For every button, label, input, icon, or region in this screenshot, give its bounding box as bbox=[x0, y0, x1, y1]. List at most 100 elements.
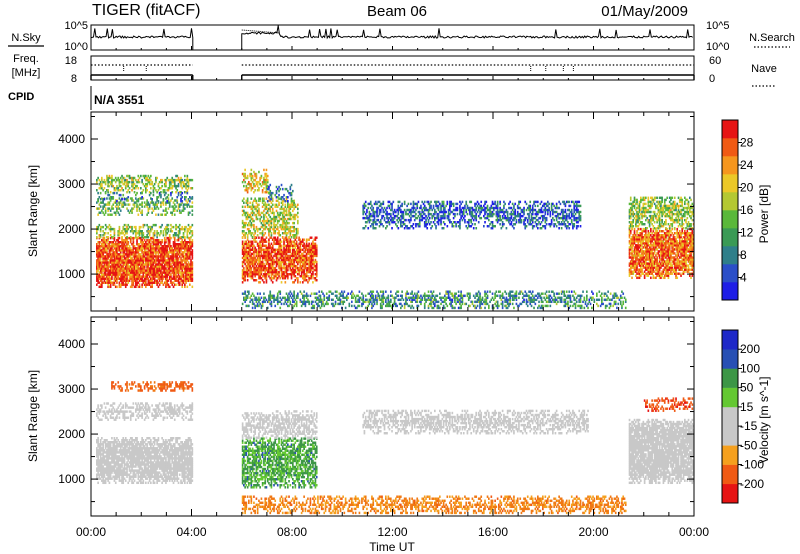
heatmap-cell bbox=[521, 219, 523, 221]
heatmap-cell bbox=[272, 208, 274, 210]
heatmap-cell bbox=[262, 230, 264, 232]
heatmap-cell bbox=[165, 239, 167, 241]
heatmap-cell bbox=[488, 219, 490, 221]
heatmap-cell bbox=[174, 214, 176, 216]
heatmap-cell bbox=[166, 177, 168, 179]
heatmap-cell bbox=[243, 202, 245, 204]
heatmap-cell bbox=[503, 207, 505, 209]
heatmap-cell bbox=[511, 221, 513, 223]
heatmap-cell bbox=[552, 213, 554, 215]
heatmap-cell bbox=[413, 223, 415, 225]
heatmap-cell bbox=[480, 217, 482, 219]
heatmap-cell bbox=[145, 286, 147, 288]
freq-unit: [MHz] bbox=[12, 67, 41, 79]
heatmap-cell bbox=[493, 213, 495, 215]
heatmap-cell bbox=[150, 175, 152, 177]
heatmap-cell bbox=[139, 286, 141, 288]
heatmap-cell bbox=[464, 221, 466, 223]
heatmap-cell bbox=[277, 196, 279, 198]
heatmap-cell bbox=[166, 196, 168, 198]
heatmap-cell bbox=[148, 210, 150, 212]
heatmap-cell bbox=[126, 236, 128, 238]
heatmap-cell bbox=[166, 247, 168, 249]
heatmap-cell bbox=[281, 245, 283, 247]
heatmap-cell bbox=[399, 201, 401, 203]
heatmap-cell bbox=[110, 230, 112, 232]
heatmap-cell bbox=[120, 185, 122, 187]
heatmap-cell bbox=[150, 192, 152, 194]
date-label: 01/May/2009 bbox=[601, 3, 688, 20]
heatmap-cell bbox=[271, 232, 273, 234]
radar-figure: TIGER (fitACF) Beam 06 01/May/2009 N.Sky… bbox=[0, 0, 800, 554]
heatmap-cell bbox=[257, 234, 259, 236]
figure-title: TIGER (fitACF) bbox=[92, 2, 200, 19]
heatmap-cell bbox=[494, 201, 496, 203]
heatmap-cell bbox=[433, 205, 435, 207]
heatmap-cell bbox=[143, 232, 145, 234]
heatmap-cell bbox=[266, 198, 268, 200]
heatmap-cell bbox=[259, 200, 261, 202]
heatmap-cell bbox=[279, 214, 281, 216]
heatmap-cell bbox=[507, 213, 509, 215]
heatmap-cell bbox=[97, 192, 99, 194]
heatmap-cell bbox=[521, 221, 523, 223]
heatmap-cell bbox=[109, 194, 111, 196]
heatmap-cell bbox=[192, 179, 194, 181]
heatmap-cell bbox=[169, 286, 171, 288]
heatmap-cell bbox=[171, 230, 173, 232]
heatmap-cell bbox=[303, 239, 305, 241]
heatmap-cell bbox=[391, 207, 393, 209]
heatmap-cell bbox=[139, 181, 141, 183]
heatmap-cell bbox=[129, 245, 131, 247]
heatmap-cell bbox=[256, 241, 258, 243]
heatmap-cell bbox=[401, 203, 403, 205]
heatmap-cell bbox=[169, 234, 171, 236]
heatmap-cell bbox=[192, 261, 194, 263]
heatmap-cell bbox=[114, 228, 116, 230]
heatmap-cell bbox=[514, 203, 516, 205]
heatmap-cell bbox=[374, 213, 376, 215]
heatmap-cell bbox=[281, 241, 283, 243]
nsearch-label: N.Search bbox=[749, 32, 795, 44]
count-tick-bottom-right: 10^0 bbox=[706, 41, 730, 53]
heatmap-cell bbox=[121, 198, 123, 200]
heatmap-cell bbox=[454, 213, 456, 215]
heatmap-cell bbox=[243, 198, 245, 200]
heatmap-cell bbox=[444, 213, 446, 215]
heatmap-cell bbox=[467, 205, 469, 207]
heatmap-cell bbox=[247, 279, 249, 281]
heatmap-cell bbox=[278, 194, 280, 196]
heatmap-cell bbox=[243, 267, 245, 269]
heatmap-cell bbox=[568, 227, 570, 229]
heatmap-cell bbox=[105, 232, 107, 234]
heatmap-cell bbox=[459, 221, 461, 223]
heatmap-cell bbox=[483, 225, 485, 227]
heatmap-cell bbox=[181, 286, 183, 288]
heatmap-cell bbox=[192, 205, 194, 207]
heatmap-cell bbox=[560, 203, 562, 205]
heatmap-cell bbox=[273, 212, 275, 214]
heatmap-cell bbox=[316, 261, 318, 263]
heatmap-cell bbox=[101, 177, 103, 179]
heatmap-cell bbox=[447, 201, 449, 203]
heatmap-cell bbox=[398, 221, 400, 223]
heatmap-cell bbox=[504, 203, 506, 205]
heatmap-cell bbox=[300, 281, 302, 283]
heatmap-cell bbox=[96, 179, 98, 181]
heatmap-cell bbox=[248, 187, 250, 189]
heatmap-cell bbox=[163, 198, 165, 200]
heatmap-cell bbox=[111, 214, 113, 216]
heatmap-cell bbox=[114, 230, 116, 232]
heatmap-cell bbox=[176, 199, 178, 201]
heatmap-cell bbox=[133, 179, 135, 181]
heatmap-cell bbox=[449, 207, 451, 209]
heatmap-cell bbox=[140, 187, 142, 189]
heatmap-cell bbox=[367, 227, 369, 229]
heatmap-cell bbox=[376, 223, 378, 225]
heatmap-cell bbox=[127, 196, 129, 198]
heatmap-cell bbox=[475, 207, 477, 209]
heatmap-cell bbox=[435, 211, 437, 213]
heatmap-cell bbox=[537, 201, 539, 203]
heatmap-cell bbox=[100, 230, 102, 232]
heatmap-cell bbox=[486, 201, 488, 203]
